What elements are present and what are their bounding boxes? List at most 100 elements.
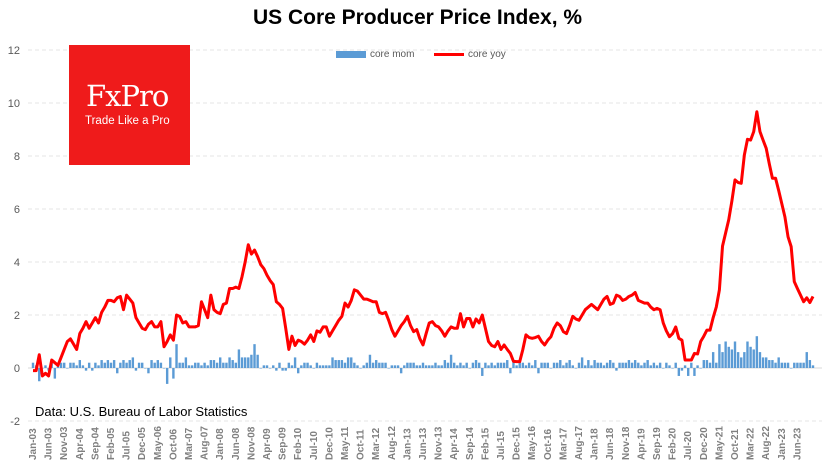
bar-core-mom (290, 365, 294, 368)
x-tick-label: Apr-14 (449, 428, 460, 460)
bar-core-mom (59, 362, 63, 368)
x-tick-label: Jun-18 (605, 427, 616, 460)
bar-core-mom (506, 360, 509, 368)
bar-core-mom (325, 365, 328, 368)
bar-core-mom (456, 365, 459, 368)
bar-core-mom (306, 362, 309, 368)
bar-core-mom (53, 368, 57, 379)
bar-core-mom (162, 368, 166, 369)
bar-core-mom (415, 365, 418, 368)
bar-core-mom (674, 362, 677, 368)
bar-core-mom (527, 362, 531, 368)
bar-core-mom (552, 362, 556, 368)
bar-core-mom (84, 368, 88, 371)
bar-core-mom (602, 365, 606, 368)
bar-core-mom (281, 368, 284, 371)
x-tick-label: Sep-04 (90, 427, 101, 460)
bar-core-mom (150, 360, 153, 368)
bar-core-mom (253, 344, 256, 368)
bar-core-mom (593, 360, 596, 368)
bar-core-mom (662, 368, 665, 369)
bar-core-mom (222, 362, 225, 368)
bar-core-mom (630, 362, 634, 368)
bar-core-mom (184, 357, 188, 368)
bar-core-mom (256, 354, 259, 368)
bar-core-mom (178, 362, 181, 368)
bar-core-mom (421, 362, 425, 368)
x-tick-label: Jul-05 (122, 431, 133, 460)
x-tick-label: Jun-08 (231, 427, 242, 460)
bar-core-mom (31, 362, 35, 368)
bar-core-mom (715, 362, 718, 368)
bar-core-mom (106, 360, 110, 368)
bar-core-mom (509, 368, 512, 374)
bar-core-mom (147, 368, 150, 374)
bar-core-mom (577, 362, 581, 368)
x-tick-label: Jan-18 (590, 428, 601, 460)
x-tick-label: Aug-22 (761, 426, 772, 460)
bar-core-mom (652, 362, 656, 368)
bar-core-mom (359, 368, 362, 369)
bar-core-mom (761, 357, 765, 368)
bar-core-mom (297, 368, 300, 374)
bar-core-mom (587, 360, 590, 368)
x-tick-label: Jan-08 (215, 428, 226, 460)
bar-core-mom (680, 368, 684, 371)
bar-core-mom (477, 362, 481, 368)
bar-core-mom (340, 360, 344, 368)
bar-core-mom (337, 360, 340, 368)
bar-core-mom (128, 360, 131, 368)
x-tick-label: Aug-12 (387, 426, 398, 460)
bar-core-mom (194, 362, 197, 368)
bar-core-mom (780, 362, 783, 368)
bar-core-mom (718, 344, 721, 368)
bar-core-mom (112, 360, 116, 368)
bar-core-mom (496, 362, 500, 368)
bar-core-mom (531, 365, 534, 368)
bar-core-mom (109, 362, 113, 368)
bar-core-mom (371, 362, 375, 368)
bar-core-mom (103, 362, 106, 368)
x-tick-label: Sep-09 (278, 427, 289, 460)
bar-core-mom (356, 365, 359, 368)
bar-core-mom (396, 365, 400, 368)
bar-core-mom (365, 362, 369, 368)
bar-core-mom (481, 368, 484, 376)
bar-core-mom (730, 349, 734, 368)
legend-swatch-line (434, 53, 464, 56)
legend-label: core yoy (468, 49, 506, 60)
bar-core-mom (668, 365, 671, 368)
y-tick-label: 2 (14, 310, 20, 322)
bar-core-mom (119, 362, 122, 368)
bar-core-mom (131, 357, 135, 368)
x-tick-label: Jan-23 (777, 428, 788, 460)
fxpro-logo: FxPro Trade Like a Pro (69, 45, 190, 165)
x-tick-label: Jul-10 (309, 431, 320, 460)
bar-core-mom (752, 349, 755, 368)
bar-core-mom (811, 365, 815, 368)
bar-core-mom (693, 368, 696, 376)
bar-core-mom (187, 365, 191, 368)
bar-core-mom (633, 360, 637, 368)
bar-core-mom (94, 362, 97, 368)
bar-core-mom (777, 357, 780, 368)
bar-core-mom (740, 357, 743, 368)
bar-core-mom (540, 362, 543, 368)
x-tick-label: Feb-15 (480, 427, 491, 460)
bar-core-mom (599, 362, 603, 368)
bar-core-mom (474, 360, 478, 368)
bar-core-mom (783, 362, 787, 368)
legend-swatch-bar (336, 51, 366, 58)
x-tick-label: Sep-14 (465, 427, 476, 460)
bar-core-mom (165, 368, 169, 384)
bar-core-mom (293, 357, 297, 368)
bar-core-mom (66, 368, 69, 369)
x-tick-label: Mar-17 (558, 427, 569, 460)
bar-core-mom (144, 368, 147, 369)
x-tick-label: Apr-04 (75, 428, 86, 460)
bar-core-mom (350, 357, 353, 368)
bar-core-mom (446, 362, 450, 368)
bar-core-mom (615, 368, 618, 371)
bar-core-mom (231, 360, 234, 368)
bar-core-mom (643, 362, 646, 368)
